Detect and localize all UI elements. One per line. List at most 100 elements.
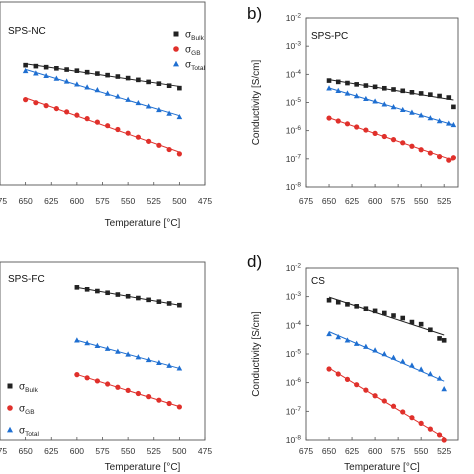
y-tick-label: 10-6 [286,377,302,388]
data-point [125,293,131,299]
legend-label: σGB [19,404,35,417]
fit-line [328,79,454,101]
data-point [441,437,447,443]
data-point [391,87,396,92]
data-point [390,354,397,360]
data-point [436,118,443,124]
data-point [409,415,415,421]
data-point [95,71,100,76]
x-tick-label: 625 [345,446,359,456]
x-tick-label: 625 [345,196,359,206]
y-axis: 10-2 10-3 10-4 10-5 10-6 10-7 10-8 [286,263,309,446]
data-point [94,119,100,125]
data-point [176,151,182,157]
data-point [135,134,141,140]
data-point [33,63,39,69]
data-point [354,124,360,130]
y-tick-label: 10-5 [286,349,302,360]
data-point [437,93,442,99]
data-point [74,337,80,343]
legend: σBulk σGB σTotal [7,382,39,438]
series-gb [326,366,447,443]
data-point [418,321,424,327]
series-bulk [23,62,182,91]
data-point [441,386,447,392]
data-point [418,147,424,153]
data-point [436,375,443,381]
y-axis: 10-2 10-3 10-4 10-5 10-6 10-7 10-8 [286,13,309,192]
data-point [63,78,70,84]
data-point [326,78,332,83]
x-axis: 675 650 625 600 575 550 525 500 475 [0,437,212,456]
data-point [451,104,456,110]
series-bulk [326,78,456,110]
panel-sps-nc: SPS-NC 675 650 625 600 575 550 525 500 475 Temper… [0,1,212,229]
data-point [94,342,101,348]
data-point [418,366,424,372]
y-tick-label: 10-8 [286,435,302,446]
data-point [22,67,29,74]
y-axis-title: Conductivity [S/cm] [251,59,262,145]
x-tick-label: 650 [19,446,33,456]
data-point [372,130,378,136]
data-point [372,98,378,104]
data-point [326,85,332,91]
x-tick-label: 550 [414,446,428,456]
data-point [445,120,452,126]
data-point [400,140,406,146]
x-tick-label: 575 [95,446,109,456]
y-axis-title: Conductivity [S/cm] [251,311,262,397]
data-point [84,69,90,75]
data-point [105,123,111,129]
x-tick-label: 575 [391,196,405,206]
data-point [372,84,378,90]
data-point [166,83,172,89]
series-gb [23,97,182,157]
x-tick-label: 550 [414,196,428,206]
data-point [354,82,359,87]
panel-letter: d) [247,252,262,271]
fit-line [328,87,454,126]
data-point [94,378,100,384]
data-point [156,106,162,113]
data-point [95,288,100,294]
data-point [105,72,110,78]
series-gb [326,115,456,163]
data-point [33,70,39,76]
data-point [176,404,182,410]
x-tick-label: 675 [299,196,313,206]
data-point [156,299,162,304]
x-tick-label: 475 [198,446,212,456]
data-point [84,287,90,292]
data-point [450,155,456,161]
data-point [326,366,332,372]
data-point [381,133,387,140]
data-point [354,304,359,309]
data-point [353,340,360,346]
data-point [326,297,332,303]
data-point [441,338,447,343]
data-point [326,115,332,121]
data-point [335,118,341,124]
x-tick-label: 500 [172,196,186,206]
data-point [125,351,131,357]
data-point [84,84,90,90]
data-point [335,299,341,305]
data-point [400,315,406,321]
data-point [23,97,29,103]
data-point [363,343,369,349]
data-point [409,362,415,368]
data-point [354,382,360,388]
data-point [382,85,387,91]
x-tick-label: 625 [44,446,58,456]
data-point [135,390,141,397]
data-point [381,398,387,404]
legend-marker [173,60,179,67]
data-point [345,302,350,307]
data-point [427,115,434,121]
data-point [145,356,152,363]
x-axis: 675 650 625 600 575 550 525 500 475 [0,182,212,206]
data-point [146,138,152,144]
data-point [74,68,80,73]
data-point [344,376,351,383]
